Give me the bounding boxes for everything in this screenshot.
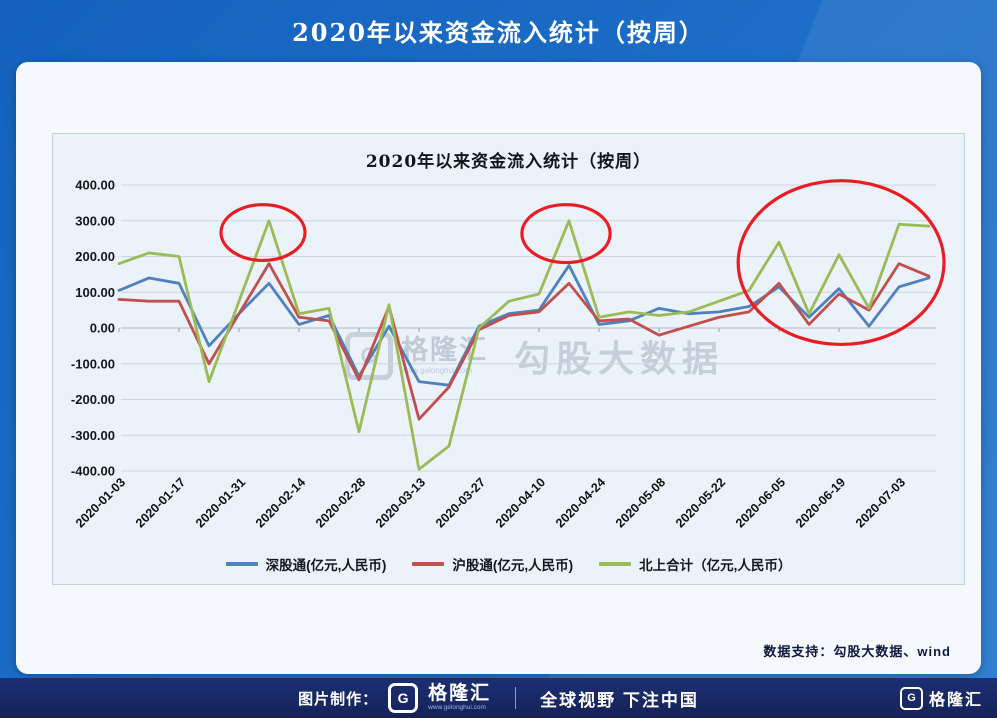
y-tick-label: -100.00	[71, 356, 115, 371]
bottom-bar-right: G 格隆汇	[899, 678, 983, 718]
slogan: 全球视野 下注中国	[540, 690, 699, 710]
y-tick-label: 0.00	[90, 321, 115, 336]
x-tick-label: 2020-03-13	[373, 475, 428, 530]
watermark-bigtext: 勾股大数据	[514, 338, 725, 379]
x-tick-label: 2020-01-31	[193, 475, 248, 530]
divider	[515, 687, 517, 709]
y-tick-label: -400.00	[71, 464, 115, 479]
y-tick-label: -200.00	[71, 392, 115, 407]
y-tick-label: 100.00	[75, 285, 115, 300]
series-line-0	[117, 264, 931, 387]
y-tick-label: 200.00	[75, 249, 115, 264]
x-tick-label: 2020-07-03	[853, 475, 908, 530]
x-tick-label: 2020-02-14	[253, 475, 308, 530]
series-line-1	[117, 262, 931, 421]
line-chart-plot: 400.00 300.00 200.00 100.00 0.00 -100.00 -200.…	[71, 178, 946, 530]
bottom-bar-center: 图片制作： G 格隆汇 www.gelonghui.com 全球视野 下注中国	[298, 683, 699, 713]
header-bar: 2020年以来资金流入统计（按周）	[0, 0, 997, 60]
chart-legend: 深股通(亿元,人民币) 沪股通(亿元,人民币) 北上合计（亿元,人民币）	[53, 554, 964, 574]
legend-item: 深股通(亿元,人民币)	[225, 554, 387, 574]
x-tick-label: 2020-06-19	[793, 475, 848, 530]
x-tick-label: 2020-01-17	[133, 475, 188, 530]
x-tick-label: 2020-06-05	[733, 475, 788, 530]
page-title: 2020年以来资金流入统计（按周）	[292, 17, 705, 47]
x-tick-label: 2020-05-22	[673, 475, 728, 530]
x-tick-label: 2020-01-03	[73, 475, 128, 530]
annotation-ellipse	[219, 203, 307, 263]
watermark-url: www.gelonghui.com	[401, 366, 473, 375]
annotation-ellipse	[520, 203, 612, 265]
legend-swatch	[412, 562, 445, 566]
chart-card: G 格隆汇 www.gelonghui.com 勾股大数据 400.00 300.…	[52, 133, 965, 585]
legend-swatch	[225, 562, 258, 566]
legend-item: 沪股通(亿元,人民币)	[412, 554, 573, 574]
x-tick-label: 2020-05-08	[613, 475, 668, 530]
series-line-2	[117, 219, 931, 471]
x-tick-label: 2020-02-28	[313, 475, 368, 530]
y-tick-label: 300.00	[75, 213, 115, 228]
x-tick-label: 2020-04-10	[493, 475, 548, 530]
x-tick-label: 2020-03-27	[433, 475, 488, 530]
legend-swatch	[599, 562, 632, 566]
content-panel: G 格隆汇 www.gelonghui.com 勾股大数据 400.00 300.…	[16, 62, 981, 674]
gelonghui-logo-icon: G	[388, 683, 419, 713]
legend-item: 北上合计（亿元,人民币）	[599, 554, 791, 574]
y-tick-label: 400.00	[75, 178, 115, 193]
y-tick-label: -300.00	[71, 428, 115, 443]
brand-name: 格隆汇	[928, 692, 983, 709]
gelonghui-logo-icon: G	[899, 686, 923, 710]
brand-name: 格隆汇	[428, 683, 492, 705]
brand-url: www.gelonghui.com	[428, 704, 486, 712]
x-tick-label: 2020-04-24	[553, 475, 608, 530]
bottom-bar: 图片制作： G 格隆汇 www.gelonghui.com 全球视野 下注中国 …	[0, 678, 997, 718]
chart-title: 2020年以来资金流入统计（按周）	[365, 152, 652, 172]
data-support-note: 数据支持：勾股大数据、wind	[763, 644, 951, 659]
made-by-label: 图片制作：	[298, 690, 379, 708]
legend-label: 沪股通(亿元,人民币)	[452, 558, 574, 573]
annotation-ellipse	[736, 179, 946, 347]
legend-label: 北上合计（亿元,人民币）	[639, 558, 792, 573]
legend-label: 深股通(亿元,人民币)	[265, 558, 387, 573]
